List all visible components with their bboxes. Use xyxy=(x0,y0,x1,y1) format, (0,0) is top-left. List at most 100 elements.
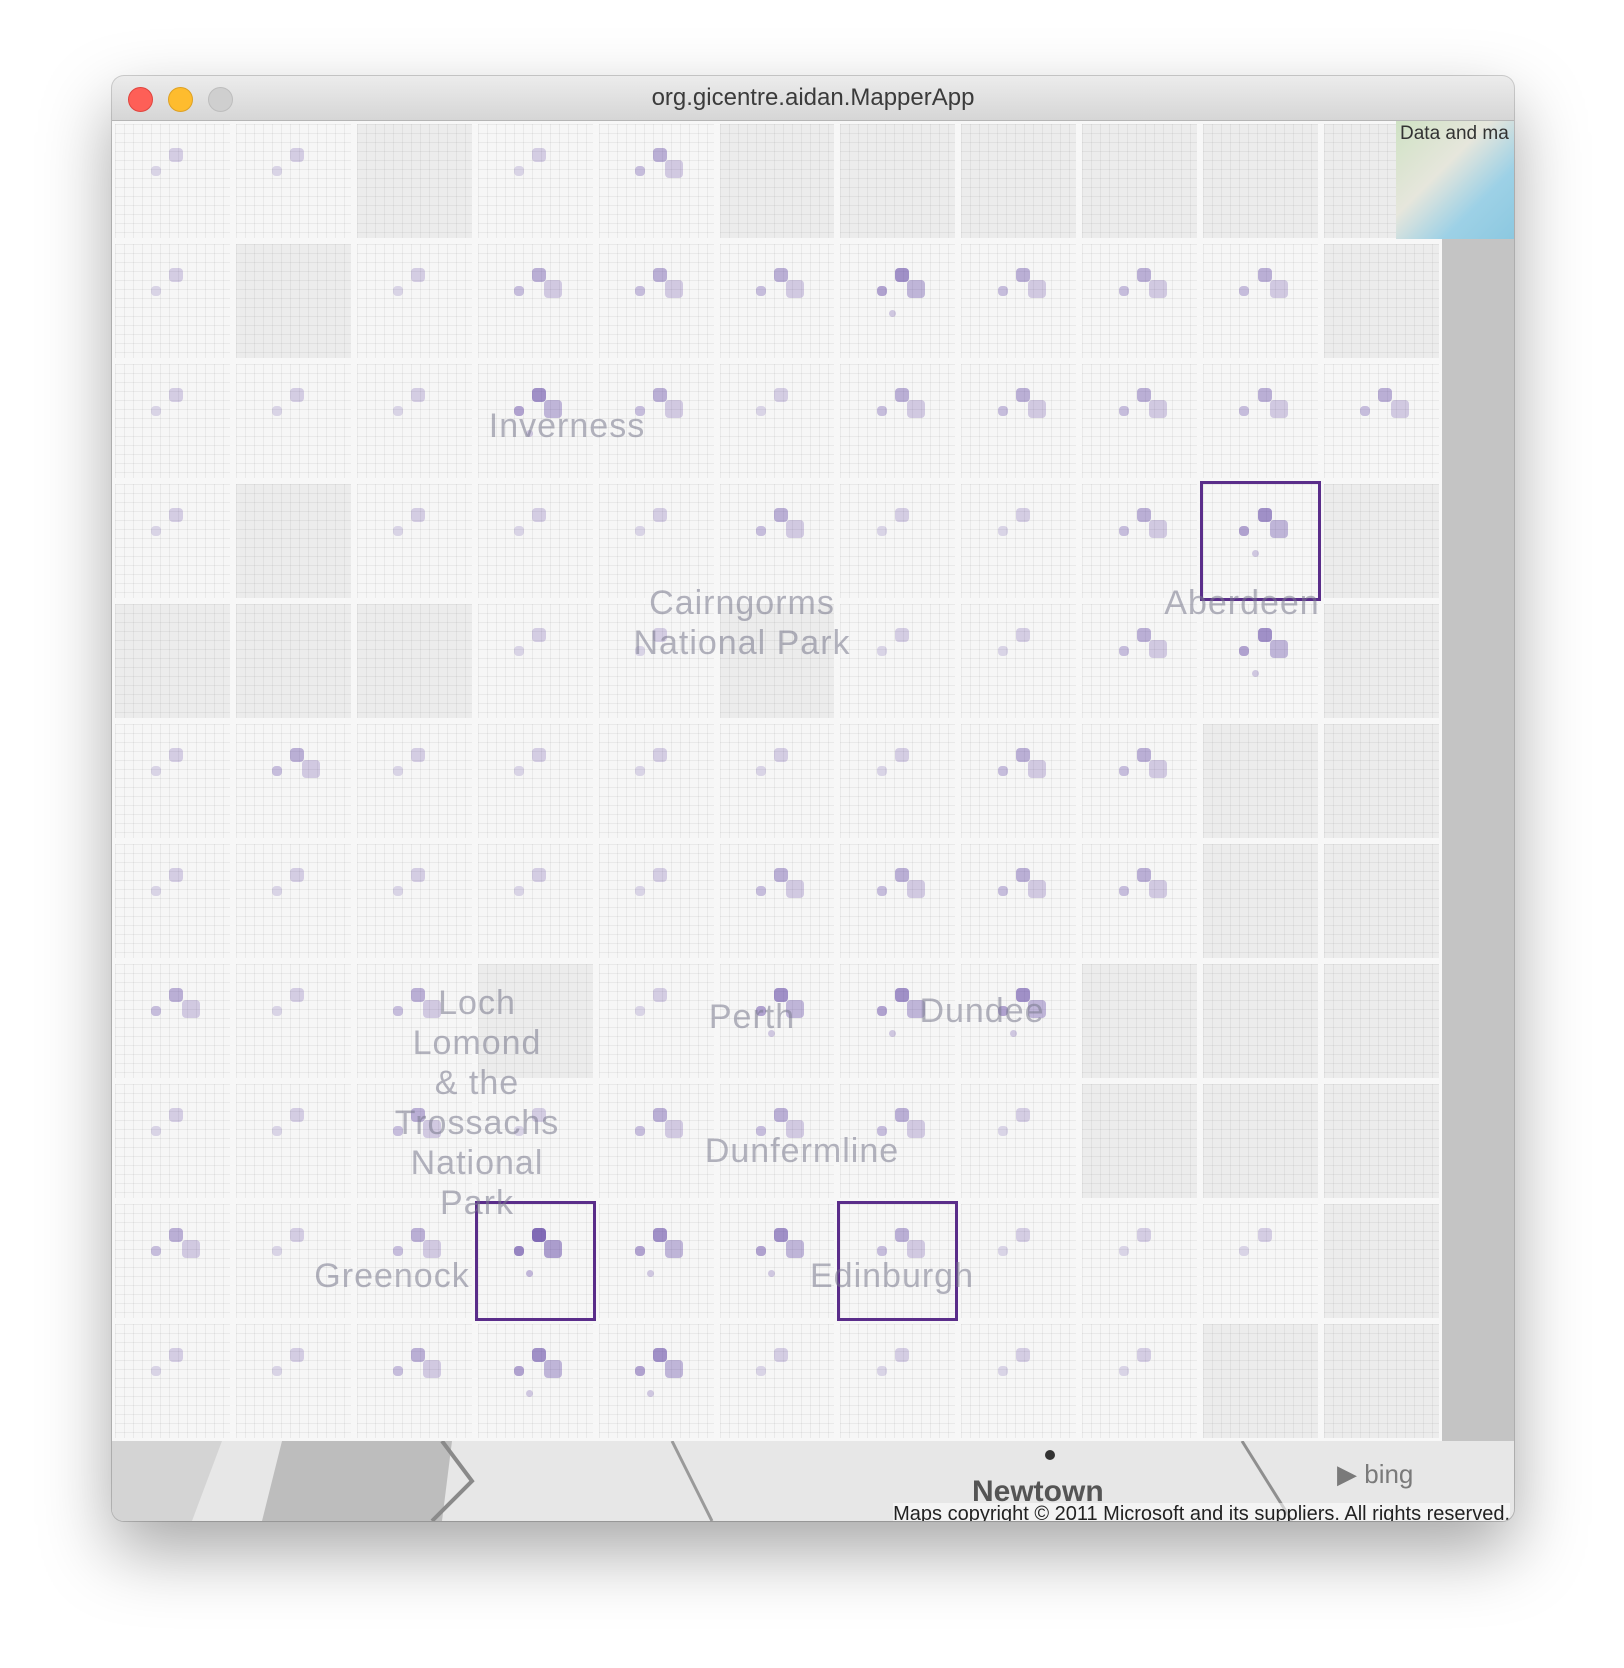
grid-cell[interactable] xyxy=(474,361,596,481)
grid-cell[interactable] xyxy=(353,241,475,361)
grid-cell[interactable] xyxy=(474,721,596,841)
grid-cell[interactable] xyxy=(353,481,475,601)
grid-cell[interactable] xyxy=(232,1081,354,1201)
grid-cell[interactable] xyxy=(958,721,1080,841)
grid-cell[interactable] xyxy=(232,721,354,841)
grid-cell[interactable] xyxy=(837,721,959,841)
grid-cell[interactable] xyxy=(595,1321,717,1441)
grid-cell[interactable] xyxy=(958,241,1080,361)
grid-cell[interactable] xyxy=(112,961,233,1081)
grid-cell[interactable] xyxy=(595,721,717,841)
map-canvas[interactable]: Inverness Cairngorms National Park Aberd… xyxy=(112,121,1514,1521)
grid-cell[interactable] xyxy=(595,1081,717,1201)
grid-cell[interactable] xyxy=(1079,1201,1201,1321)
grid-cell[interactable] xyxy=(1321,601,1442,721)
grid-cell[interactable] xyxy=(232,361,354,481)
grid-cell[interactable] xyxy=(1079,481,1201,601)
grid-cell[interactable] xyxy=(958,1321,1080,1441)
grid-cell[interactable] xyxy=(1079,601,1201,721)
grid-cell[interactable] xyxy=(1321,841,1442,961)
grid-cell[interactable] xyxy=(716,1321,838,1441)
grid-cell[interactable] xyxy=(595,601,717,721)
grid-cell[interactable] xyxy=(353,361,475,481)
grid-cell[interactable] xyxy=(474,601,596,721)
grid-cell[interactable] xyxy=(353,1201,475,1321)
grid-cell[interactable] xyxy=(595,481,717,601)
grid-cell[interactable] xyxy=(716,241,838,361)
grid-cell[interactable] xyxy=(1200,721,1322,841)
grid-cell[interactable] xyxy=(232,601,354,721)
close-window-button[interactable] xyxy=(128,87,153,112)
grid-cell[interactable] xyxy=(958,361,1080,481)
grid-cell[interactable] xyxy=(1079,121,1201,241)
grid-cell[interactable] xyxy=(716,961,838,1081)
grid-cell[interactable] xyxy=(595,241,717,361)
grid-cell[interactable] xyxy=(595,121,717,241)
grid-cell[interactable] xyxy=(1200,1201,1322,1321)
grid-cell[interactable] xyxy=(1321,961,1442,1081)
grid-cell[interactable] xyxy=(595,841,717,961)
grid-cell[interactable] xyxy=(474,1201,596,1321)
grid-cell[interactable] xyxy=(474,241,596,361)
grid-cell[interactable] xyxy=(595,361,717,481)
grid-cell[interactable] xyxy=(474,1321,596,1441)
grid-cell[interactable] xyxy=(1200,481,1322,601)
grid-cell[interactable] xyxy=(837,961,959,1081)
grid-cell[interactable] xyxy=(474,481,596,601)
grid-cell[interactable] xyxy=(1321,1201,1442,1321)
grid-cell[interactable] xyxy=(716,601,838,721)
grid-cell[interactable] xyxy=(716,121,838,241)
grid-cell[interactable] xyxy=(837,481,959,601)
grid-cell[interactable] xyxy=(353,1321,475,1441)
grid-cell[interactable] xyxy=(1321,721,1442,841)
grid-cell[interactable] xyxy=(112,1201,233,1321)
grid-cell[interactable] xyxy=(474,841,596,961)
grid-cell[interactable] xyxy=(595,1201,717,1321)
grid-cell[interactable] xyxy=(232,121,354,241)
grid-cell[interactable] xyxy=(1321,241,1442,361)
grid-cell[interactable] xyxy=(958,481,1080,601)
grid-cell[interactable] xyxy=(353,1081,475,1201)
grid-cell[interactable] xyxy=(716,481,838,601)
grid-cell[interactable] xyxy=(112,121,233,241)
grid-cell[interactable] xyxy=(1321,1321,1442,1441)
grid-cell[interactable] xyxy=(1321,1081,1442,1201)
grid-cell[interactable] xyxy=(353,721,475,841)
grid-cell[interactable] xyxy=(474,1081,596,1201)
grid-cell[interactable] xyxy=(1079,841,1201,961)
grid-cell[interactable] xyxy=(1200,841,1322,961)
grid-cell[interactable] xyxy=(958,601,1080,721)
grid-cell[interactable] xyxy=(716,841,838,961)
grid-cell[interactable] xyxy=(958,1201,1080,1321)
grid-cell[interactable] xyxy=(112,601,233,721)
grid-cell[interactable] xyxy=(1200,601,1322,721)
grid-cell[interactable] xyxy=(353,961,475,1081)
grid-cell[interactable] xyxy=(112,1081,233,1201)
grid-cell[interactable] xyxy=(1200,961,1322,1081)
grid-cell[interactable] xyxy=(112,721,233,841)
grid-cell[interactable] xyxy=(1200,241,1322,361)
grid-cell[interactable] xyxy=(958,121,1080,241)
grid-cell[interactable] xyxy=(1200,1321,1322,1441)
grid-cell[interactable] xyxy=(958,961,1080,1081)
grid-cell[interactable] xyxy=(474,121,596,241)
grid-cell[interactable] xyxy=(1200,361,1322,481)
grid-cell[interactable] xyxy=(1321,361,1442,481)
grid-cell[interactable] xyxy=(1200,121,1322,241)
minimize-window-button[interactable] xyxy=(168,87,193,112)
grid-cell[interactable] xyxy=(837,121,959,241)
grid-cell[interactable] xyxy=(1079,1081,1201,1201)
grid-cell[interactable] xyxy=(1079,721,1201,841)
grid-cell[interactable] xyxy=(1321,481,1442,601)
grid-cell[interactable] xyxy=(1079,1321,1201,1441)
grid-cell[interactable] xyxy=(112,481,233,601)
grid-cell[interactable] xyxy=(232,961,354,1081)
grid-cell[interactable] xyxy=(1079,241,1201,361)
aggregation-grid[interactable] xyxy=(112,121,1442,1441)
grid-cell[interactable] xyxy=(837,1081,959,1201)
grid-cell[interactable] xyxy=(232,241,354,361)
grid-cell[interactable] xyxy=(232,481,354,601)
grid-cell[interactable] xyxy=(1321,121,1442,241)
grid-cell[interactable] xyxy=(837,601,959,721)
grid-cell[interactable] xyxy=(353,121,475,241)
